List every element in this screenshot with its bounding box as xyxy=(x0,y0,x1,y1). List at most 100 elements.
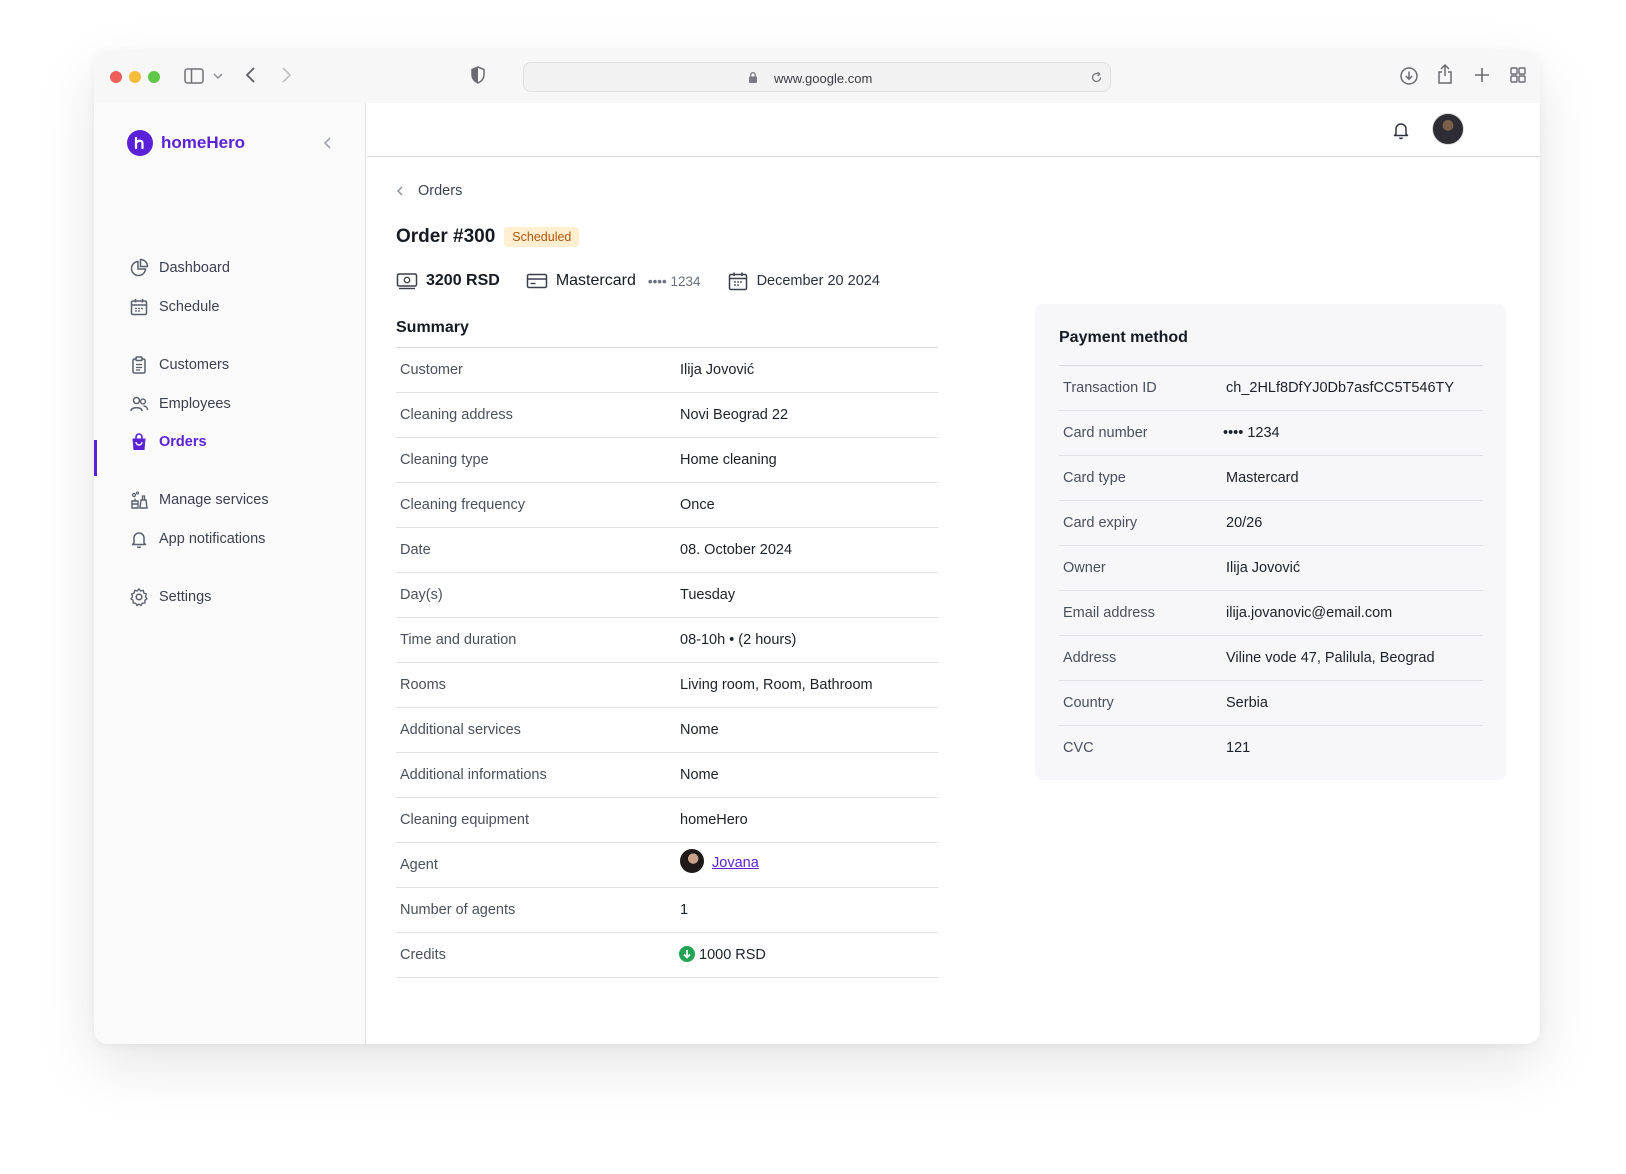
close-window-button[interactable] xyxy=(110,71,122,83)
calendar-icon xyxy=(728,272,747,291)
row-value: 1000 RSD xyxy=(679,945,766,963)
summary-row-date: Date 08. October 2024 xyxy=(396,528,938,573)
browser-toolbar: www.google.com xyxy=(94,51,1540,103)
row-value: Home cleaning xyxy=(680,452,777,468)
row-label: Card expiry xyxy=(1063,515,1138,531)
clipboard-icon xyxy=(132,356,146,374)
summary-row-days: Day(s) Tuesday xyxy=(396,573,938,618)
row-value: ilija.jovanovic@email.com xyxy=(1226,605,1393,621)
gear-icon xyxy=(130,588,148,607)
sidebar-item-label: Customers xyxy=(159,357,230,373)
sidebar-item-dashboard[interactable]: Dashboard xyxy=(129,256,230,280)
browser-window: www.google.com xyxy=(94,51,1540,1044)
row-label: Additional informations xyxy=(400,767,547,783)
user-avatar[interactable] xyxy=(1432,113,1464,145)
row-label: CVC xyxy=(1063,740,1094,756)
row-value: Serbia xyxy=(1226,695,1268,711)
brand-logo-icon xyxy=(127,130,153,156)
brand[interactable]: homeHero xyxy=(127,130,245,156)
row-value: 20/26 xyxy=(1226,515,1263,531)
chevron-left-icon xyxy=(397,186,403,196)
maximize-window-button[interactable] xyxy=(148,71,160,83)
row-value: ch_2HLf8DfYJ0Db7asfCC5T546TY xyxy=(1226,380,1455,396)
payment-table: Transaction ID ch_2HLf8DfYJ0Db7asfCC5T54… xyxy=(1059,365,1483,771)
notifications-bell-icon[interactable] xyxy=(1391,119,1411,141)
sidebar-item-schedule[interactable]: Schedule xyxy=(129,295,219,319)
order-card-masked: •••• 1234 xyxy=(647,273,701,289)
chevron-down-icon[interactable] xyxy=(213,72,223,80)
row-label: Card type xyxy=(1063,470,1126,486)
row-label: Transaction ID xyxy=(1063,380,1157,396)
breadcrumb[interactable]: Orders xyxy=(396,183,462,199)
payment-row-owner: Owner Ilija Jovović xyxy=(1059,546,1483,591)
row-label: Card number xyxy=(1063,425,1148,441)
payment-row-transaction-id: Transaction ID ch_2HLf8DfYJ0Db7asfCC5T54… xyxy=(1059,366,1483,411)
payment-row-country: Country Serbia xyxy=(1059,681,1483,726)
sidebar-item-label: Employees xyxy=(159,396,231,412)
brand-name: homeHero xyxy=(161,133,246,152)
payment-row-card-expiry: Card expiry 20/26 xyxy=(1059,501,1483,546)
row-label: Cleaning frequency xyxy=(400,497,525,513)
row-label: Address xyxy=(1063,650,1117,666)
payment-method-title: Payment method xyxy=(1059,329,1188,346)
summary-row-number-of-agents: Number of agents 1 xyxy=(396,888,938,933)
agent-link[interactable]: Jovana xyxy=(712,854,759,871)
sidebar-item-customers[interactable]: Customers xyxy=(129,353,229,377)
row-value: 1 xyxy=(680,902,689,918)
summary-row-additional-informations: Additional informations Nome xyxy=(396,753,938,798)
address-bar[interactable]: www.google.com xyxy=(523,62,1111,92)
payment-row-card-type: Card type Mastercard xyxy=(1059,456,1483,501)
sidebar-item-label: Manage services xyxy=(159,492,269,508)
forward-arrow-icon[interactable] xyxy=(279,65,293,85)
row-label: Cleaning address xyxy=(400,407,513,423)
sidebar-item-label: Dashboard xyxy=(159,260,230,276)
active-indicator xyxy=(94,440,97,476)
new-tab-icon[interactable] xyxy=(1473,66,1491,84)
payment-method-card: Payment method Transaction ID ch_2HLf8Df… xyxy=(1035,304,1506,780)
download-icon[interactable] xyxy=(1399,66,1419,86)
sidebar-item-app-notifications[interactable]: App notifications xyxy=(129,527,265,551)
sidebar-toggle-icon[interactable] xyxy=(184,67,204,85)
row-label: Cleaning equipment xyxy=(400,812,529,828)
row-label: Cleaning type xyxy=(400,452,489,468)
minimize-window-button[interactable] xyxy=(129,71,141,83)
summary-title: Summary xyxy=(396,319,469,336)
bell-icon xyxy=(131,532,147,549)
row-value: Ilija Jovović xyxy=(1226,560,1301,576)
row-label: Country xyxy=(1063,695,1114,711)
row-label: Time and duration xyxy=(400,632,517,648)
agent-avatar[interactable] xyxy=(680,849,704,873)
shield-icon[interactable] xyxy=(470,65,486,85)
row-label: Additional services xyxy=(400,722,521,738)
credits-value: 1000 RSD xyxy=(699,947,766,963)
sidebar-item-label: Schedule xyxy=(159,299,220,315)
row-value: Tuesday xyxy=(680,587,736,603)
shopping-bag-icon xyxy=(132,433,146,450)
order-header: Order #300 Scheduled xyxy=(396,226,580,248)
breadcrumb-orders-link[interactable]: Orders xyxy=(418,183,463,199)
back-arrow-icon[interactable] xyxy=(244,65,258,85)
page-title: Order #300 xyxy=(396,226,496,247)
tab-overview-icon[interactable] xyxy=(1509,66,1527,84)
reload-icon[interactable] xyxy=(1090,71,1103,84)
sidebar-item-orders[interactable]: Orders xyxy=(129,430,207,454)
sidebar-item-manage-services[interactable]: Manage services xyxy=(129,488,269,512)
row-value: Novi Beograd 22 xyxy=(680,407,789,423)
lock-icon xyxy=(749,71,757,83)
sidebar-item-settings[interactable]: Settings xyxy=(129,585,211,609)
order-amount-value: 3200 RSD xyxy=(426,272,500,289)
sidebar-item-employees[interactable]: Employees xyxy=(129,392,231,416)
row-label: Number of agents xyxy=(400,902,516,918)
sidebar-item-label: Orders xyxy=(159,434,207,450)
row-label: Day(s) xyxy=(400,587,443,603)
collapse-sidebar-icon[interactable] xyxy=(322,135,334,151)
credit-arrow-down-icon xyxy=(679,945,695,962)
row-value: Nome xyxy=(680,767,719,783)
order-amount: 3200 RSD xyxy=(396,272,500,290)
summary-row-credits: Credits 1000 RSD xyxy=(396,933,938,978)
order-date-value: December 20 2024 xyxy=(756,273,880,289)
row-label: Email address xyxy=(1063,605,1155,621)
share-icon[interactable] xyxy=(1436,63,1454,85)
row-label: Date xyxy=(400,542,431,558)
sidebar-item-label: Settings xyxy=(159,589,212,605)
